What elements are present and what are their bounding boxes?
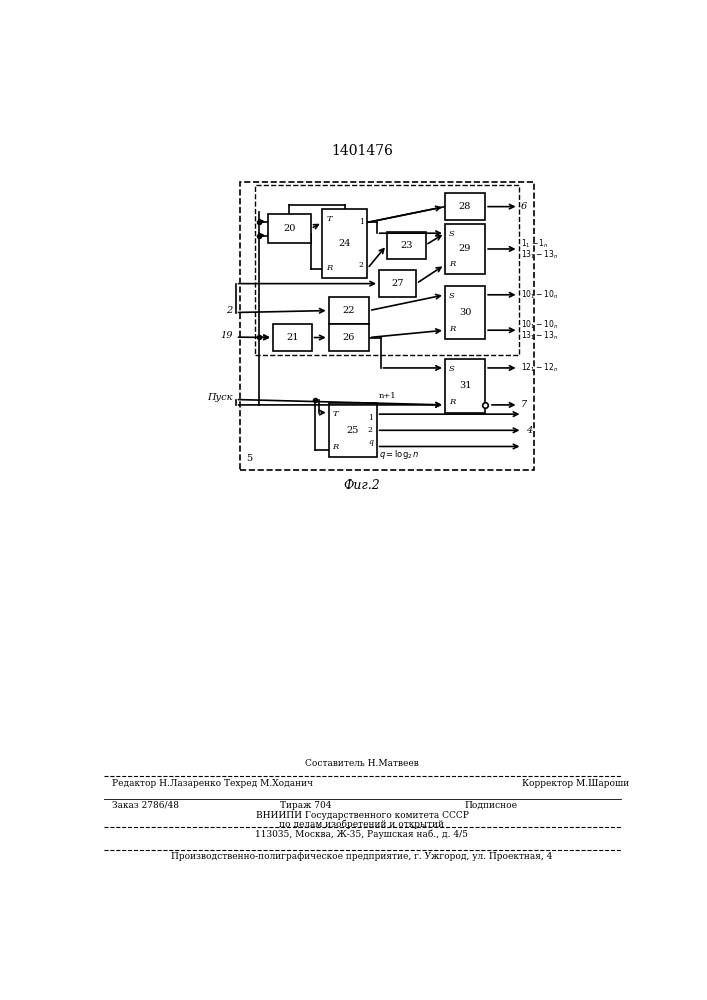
- Text: 26: 26: [343, 333, 355, 342]
- Text: 2: 2: [226, 306, 233, 315]
- Text: 2: 2: [368, 426, 373, 434]
- Text: 7: 7: [521, 400, 527, 409]
- Text: Подписное: Подписное: [465, 801, 518, 810]
- Bar: [387, 232, 426, 259]
- Bar: [329, 324, 369, 351]
- Text: $q=\log_2 n$: $q=\log_2 n$: [379, 448, 419, 461]
- Text: 22: 22: [342, 306, 355, 315]
- Text: 1: 1: [358, 218, 363, 226]
- Text: ВНИИПИ Государственного комитета СССР: ВНИИПИ Государственного комитета СССР: [255, 811, 469, 820]
- Text: q: q: [368, 438, 373, 446]
- Text: 31: 31: [459, 381, 472, 390]
- Bar: [268, 214, 311, 243]
- Text: 1: 1: [368, 414, 373, 422]
- Text: 1401476: 1401476: [331, 144, 393, 158]
- Bar: [329, 403, 377, 457]
- Text: $13_1 - 13_n$: $13_1 - 13_n$: [521, 329, 559, 342]
- FancyBboxPatch shape: [240, 182, 534, 470]
- Bar: [445, 193, 485, 220]
- Text: $13_1 - 13_n$: $13_1 - 13_n$: [521, 248, 559, 261]
- Text: R: R: [449, 398, 455, 406]
- Text: 113035, Москва, Ж-35, Раушская наб., д. 4/5: 113035, Москва, Ж-35, Раушская наб., д. …: [255, 829, 469, 839]
- Text: R: R: [449, 325, 455, 333]
- Text: $12_1 - 12_n$: $12_1 - 12_n$: [521, 362, 559, 374]
- Text: 25: 25: [346, 426, 359, 435]
- Text: 30: 30: [459, 308, 471, 317]
- Text: Фиг.2: Фиг.2: [344, 479, 380, 492]
- Bar: [379, 270, 416, 297]
- Text: 2: 2: [358, 261, 363, 269]
- Text: 28: 28: [459, 202, 471, 211]
- Bar: [445, 224, 485, 274]
- Text: S: S: [449, 365, 455, 373]
- Text: Составитель Н.Матвеев: Составитель Н.Матвеев: [305, 759, 419, 768]
- Text: $1_1 - 1_n$: $1_1 - 1_n$: [521, 237, 549, 250]
- Text: 6: 6: [521, 202, 527, 211]
- Bar: [445, 359, 485, 413]
- Bar: [273, 324, 312, 351]
- Text: $10_1 - 10_n$: $10_1 - 10_n$: [521, 289, 559, 301]
- Text: Корректор М.Шароши: Корректор М.Шароши: [522, 779, 630, 788]
- Text: Заказ 2786/48: Заказ 2786/48: [112, 801, 179, 810]
- Text: Пуск: Пуск: [207, 393, 233, 402]
- Text: S: S: [449, 292, 455, 300]
- Text: R: R: [449, 260, 455, 268]
- Text: T: T: [327, 215, 332, 223]
- Text: по делам изобретений и открытий: по делам изобретений и открытий: [279, 820, 445, 829]
- Text: n+1: n+1: [379, 392, 397, 400]
- Text: $10_1 - 10_n$: $10_1 - 10_n$: [521, 319, 559, 331]
- Text: Производственно-полиграфическое предприятие, г. Ужгород, ул. Проектная, 4: Производственно-полиграфическое предприя…: [171, 852, 553, 861]
- Text: 20: 20: [284, 224, 296, 233]
- Text: R: R: [332, 443, 339, 451]
- Text: 27: 27: [392, 279, 404, 288]
- Text: Тираж 704: Тираж 704: [280, 801, 331, 810]
- Text: 29: 29: [459, 244, 471, 253]
- Text: 21: 21: [286, 333, 298, 342]
- Bar: [445, 286, 485, 339]
- Text: 4: 4: [526, 426, 532, 435]
- Bar: [329, 297, 369, 324]
- Text: 5: 5: [246, 454, 252, 463]
- Text: R: R: [327, 264, 332, 272]
- Text: 23: 23: [400, 241, 412, 250]
- Text: 24: 24: [339, 239, 351, 248]
- Text: S: S: [449, 230, 455, 238]
- Bar: [322, 209, 368, 278]
- Text: T: T: [332, 410, 338, 418]
- Text: Редактор Н.Лазаренко Техред М.Ходанич: Редактор Н.Лазаренко Техред М.Ходанич: [112, 779, 312, 788]
- Text: 19: 19: [220, 331, 233, 340]
